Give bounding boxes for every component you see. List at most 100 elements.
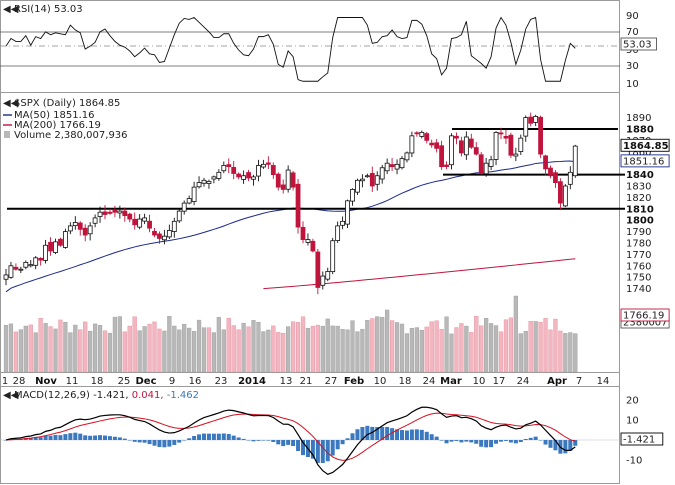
candle-body (523, 117, 529, 137)
volume-bar (479, 325, 484, 373)
candle-body (335, 225, 341, 241)
candle-body (152, 230, 157, 236)
volume-bar (498, 331, 504, 373)
macd-histogram-bar (484, 440, 489, 448)
volume-bar (211, 332, 216, 373)
volume-bar (83, 321, 88, 373)
volume-bar (256, 322, 261, 373)
candle-body (18, 268, 24, 271)
candle-body (67, 225, 73, 232)
candle-body (478, 154, 484, 174)
candle-body (543, 155, 548, 170)
candle-body (572, 145, 578, 177)
price-title: $SPX (Daily) 1864.85 (14, 98, 120, 109)
volume-bar (191, 331, 197, 373)
price-tick-label: 1800 (626, 216, 654, 227)
volume-bar (147, 323, 152, 373)
volume-bar (3, 324, 9, 373)
volume-bar (469, 332, 474, 373)
volume-bar (429, 321, 434, 373)
x-tick-label: 11 (66, 376, 79, 387)
candle-body (320, 275, 326, 286)
candle-body (409, 135, 415, 154)
volume-bar (370, 318, 375, 373)
macd-histogram-bar (271, 440, 276, 442)
volume-bar (503, 319, 509, 373)
candle-body (369, 173, 375, 187)
macd-histogram-bar (479, 440, 484, 447)
x-tick-label: 24 (517, 376, 530, 387)
macd-histogram-bar (543, 440, 548, 445)
volume-bar (340, 329, 345, 373)
volume-bar (464, 325, 469, 373)
volume-bar (439, 328, 444, 373)
volume-bar (142, 326, 147, 373)
macd-histogram-bar (444, 440, 449, 444)
candle-body (270, 165, 276, 176)
candle-body (176, 210, 182, 222)
macd-histogram-bar (281, 440, 286, 447)
volume-bar (196, 319, 202, 373)
volume-bar (271, 325, 276, 373)
candle-body (350, 189, 355, 202)
rsi-title: ◀◀ RSI(14) 53.03 (3, 4, 83, 15)
price-tick-label: 1770 (626, 250, 651, 261)
macd-value-badge-box (620, 432, 664, 446)
x-tick-label: 13 (280, 376, 293, 387)
candle-body (355, 179, 360, 193)
x-tick-label: 18 (399, 376, 412, 387)
price-tick-label: 1790 (626, 227, 651, 238)
volume-bar (300, 316, 306, 373)
candle-body (295, 183, 301, 228)
volume-bar (132, 316, 137, 373)
volume-bar (201, 327, 207, 373)
macd-histogram-bar (419, 429, 424, 440)
candle-body (48, 241, 53, 252)
volume-bar (107, 332, 113, 373)
macd-panel (0, 386, 620, 484)
macd-histogram-bar (395, 429, 400, 440)
price-tick-label: 1880 (626, 125, 654, 136)
volume-bar (380, 317, 385, 373)
x-tick-label: Nov (35, 376, 57, 387)
macd-histogram-bar (330, 440, 335, 456)
candle-body (449, 135, 454, 166)
rsi-tick-label: 70 (626, 27, 639, 38)
price-tick-label: 1780 (626, 239, 651, 250)
macd-histogram-bar (320, 440, 325, 463)
macd-title-text: MACD(12,26,9) -1.421, 0.041, -1.462 (14, 390, 199, 401)
macd-histogram-bar (454, 440, 459, 441)
rsi-value-badge-box (620, 37, 657, 51)
candle-body (142, 217, 148, 222)
volume-bar (533, 321, 538, 373)
candle-body (251, 176, 256, 180)
macd-histogram-bar (503, 440, 508, 441)
candle-body (533, 116, 539, 123)
macd-histogram-bar (449, 440, 454, 442)
rsi-line (5, 16, 576, 82)
macd-histogram-bar (518, 440, 523, 443)
volume-bar (53, 328, 58, 373)
volume-bar (266, 329, 271, 373)
volume-bar (434, 320, 439, 373)
volume-bar (231, 325, 236, 373)
candle-body (528, 116, 534, 124)
volume-bar (63, 321, 68, 373)
candle-body (374, 175, 380, 185)
macd-title-mark: ◀◀ (3, 390, 19, 401)
candle-body (53, 241, 58, 253)
macd-histogram-bar (533, 436, 538, 440)
x-tick-label: Dec (135, 376, 156, 387)
volume-bar (13, 331, 18, 373)
macd-histogram-bar (340, 440, 345, 445)
volume-bar (78, 329, 83, 373)
candle-body (518, 137, 524, 152)
candle-body (538, 116, 543, 155)
volume-bar (310, 325, 315, 373)
volume-bar (28, 324, 33, 373)
ma200-line (263, 258, 576, 290)
candle-body (191, 186, 197, 202)
candle-body (444, 164, 449, 168)
x-tick-label: 24 (423, 376, 436, 387)
macd-histogram-bar (429, 434, 434, 440)
